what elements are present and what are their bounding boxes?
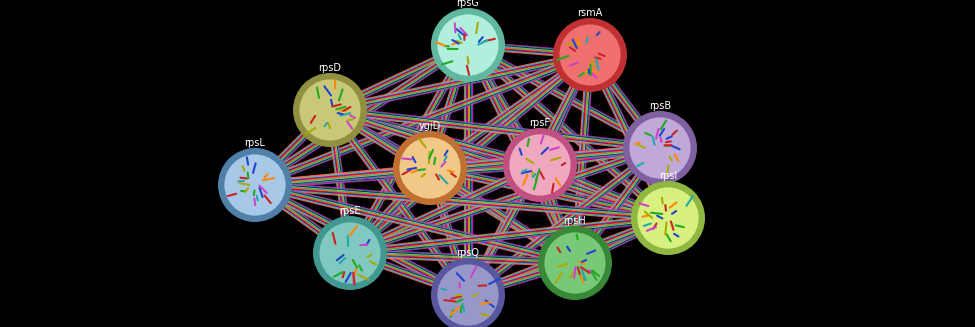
Circle shape xyxy=(628,116,692,180)
Circle shape xyxy=(508,133,572,197)
Text: rpsI: rpsI xyxy=(659,171,677,181)
Text: ygjD: ygjD xyxy=(419,121,441,131)
Circle shape xyxy=(431,8,505,82)
Circle shape xyxy=(436,263,500,327)
Circle shape xyxy=(223,153,287,217)
Circle shape xyxy=(636,186,700,250)
Circle shape xyxy=(398,136,462,200)
Circle shape xyxy=(553,18,627,92)
Circle shape xyxy=(298,78,362,142)
Circle shape xyxy=(293,73,367,147)
Text: rpsL: rpsL xyxy=(245,138,265,148)
Circle shape xyxy=(543,231,607,295)
Text: rpsF: rpsF xyxy=(529,118,551,128)
Circle shape xyxy=(393,131,467,205)
Circle shape xyxy=(313,216,387,290)
Circle shape xyxy=(218,148,292,222)
Circle shape xyxy=(436,13,500,77)
Text: rsmA: rsmA xyxy=(577,8,603,18)
Circle shape xyxy=(503,128,577,202)
Circle shape xyxy=(631,181,705,255)
Text: rpsH: rpsH xyxy=(564,216,586,226)
Text: rpsE: rpsE xyxy=(339,206,361,216)
Text: rpsQ: rpsQ xyxy=(456,248,480,258)
Circle shape xyxy=(558,23,622,87)
Text: rpsB: rpsB xyxy=(649,101,671,111)
Circle shape xyxy=(318,221,382,285)
Text: rpsG: rpsG xyxy=(456,0,480,8)
Circle shape xyxy=(538,226,612,300)
Circle shape xyxy=(623,111,697,185)
Circle shape xyxy=(431,258,505,327)
Text: rpsD: rpsD xyxy=(319,63,341,73)
